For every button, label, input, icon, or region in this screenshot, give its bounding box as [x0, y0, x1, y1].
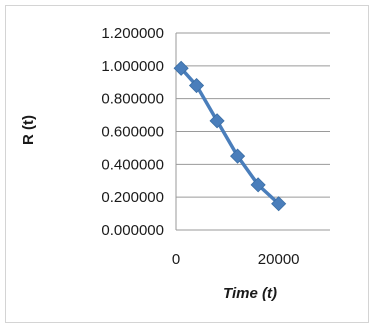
data-point [188, 77, 205, 94]
data-point [230, 148, 246, 164]
y-tick-labels: 0.000000 0.200000 0.400000 0.600000 0.800000… [101, 25, 164, 239]
data-point [271, 196, 287, 212]
x-axis-title: Time (t) [223, 285, 277, 302]
y-tick-label: 1.000000 [101, 58, 164, 75]
y-axis-title: R (t) [20, 115, 37, 145]
x-tick-labels: 0 20000 [172, 251, 300, 268]
y-tick-label: 0.600000 [101, 124, 164, 141]
y-tick-label: 1.200000 [101, 25, 164, 42]
x-tick-label: 0 [172, 251, 180, 268]
data-point [250, 177, 266, 193]
data-points [173, 60, 287, 212]
y-tick-label: 0.400000 [101, 156, 164, 173]
y-tick-label: 0.800000 [101, 91, 164, 108]
gridlines [176, 32, 330, 231]
data-point [173, 60, 189, 76]
y-tick-label: 0.000000 [101, 222, 164, 239]
x-tick-label: 20000 [258, 251, 300, 268]
y-tick-label: 0.200000 [101, 189, 164, 206]
data-point [209, 113, 225, 129]
